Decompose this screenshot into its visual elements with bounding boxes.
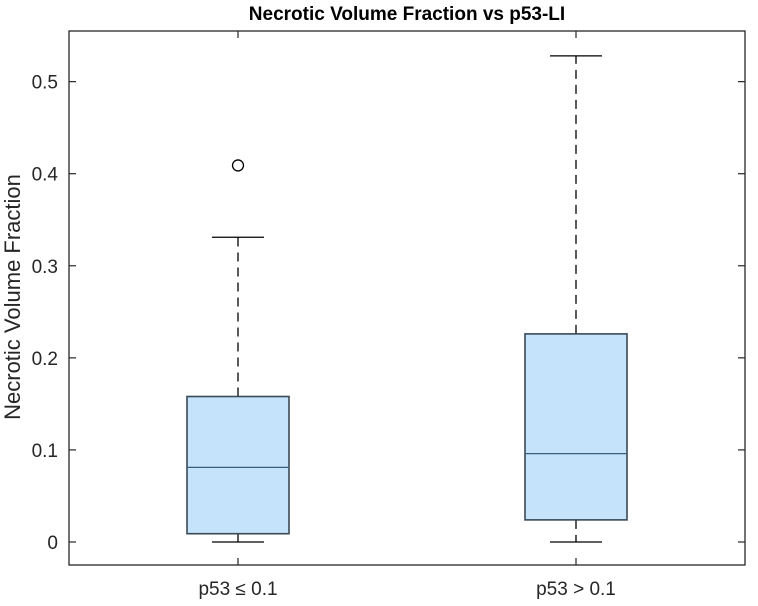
- iqr-box: [524, 333, 628, 521]
- chart-title: Necrotic Volume Fraction vs p53-LI: [249, 4, 565, 25]
- y-tick-label: 0.4: [32, 165, 59, 186]
- box-2: [524, 55, 628, 543]
- iqr-box: [186, 395, 290, 535]
- y-tick-label: 0.2: [32, 349, 58, 370]
- y-axis-ticks: 0 0.1 0.2 0.3 0.4 0.5: [32, 73, 745, 554]
- box-1: [186, 159, 290, 543]
- x-axis-category-labels: p53 ≤ 0.1 p53 > 0.1: [198, 31, 616, 600]
- y-tick-label: 0: [47, 533, 58, 554]
- y-tick-label: 0.5: [32, 73, 58, 94]
- x-category-label: p53 > 0.1: [536, 579, 616, 600]
- y-axis-label: Necrotic Volume Fraction: [0, 174, 25, 420]
- y-tick-label: 0.3: [32, 257, 58, 278]
- outlier-point: [231, 159, 245, 172]
- boxes: [186, 55, 628, 543]
- y-tick-label: 0.1: [32, 441, 58, 462]
- x-category-label: p53 ≤ 0.1: [198, 579, 277, 600]
- plot-area: [68, 30, 746, 566]
